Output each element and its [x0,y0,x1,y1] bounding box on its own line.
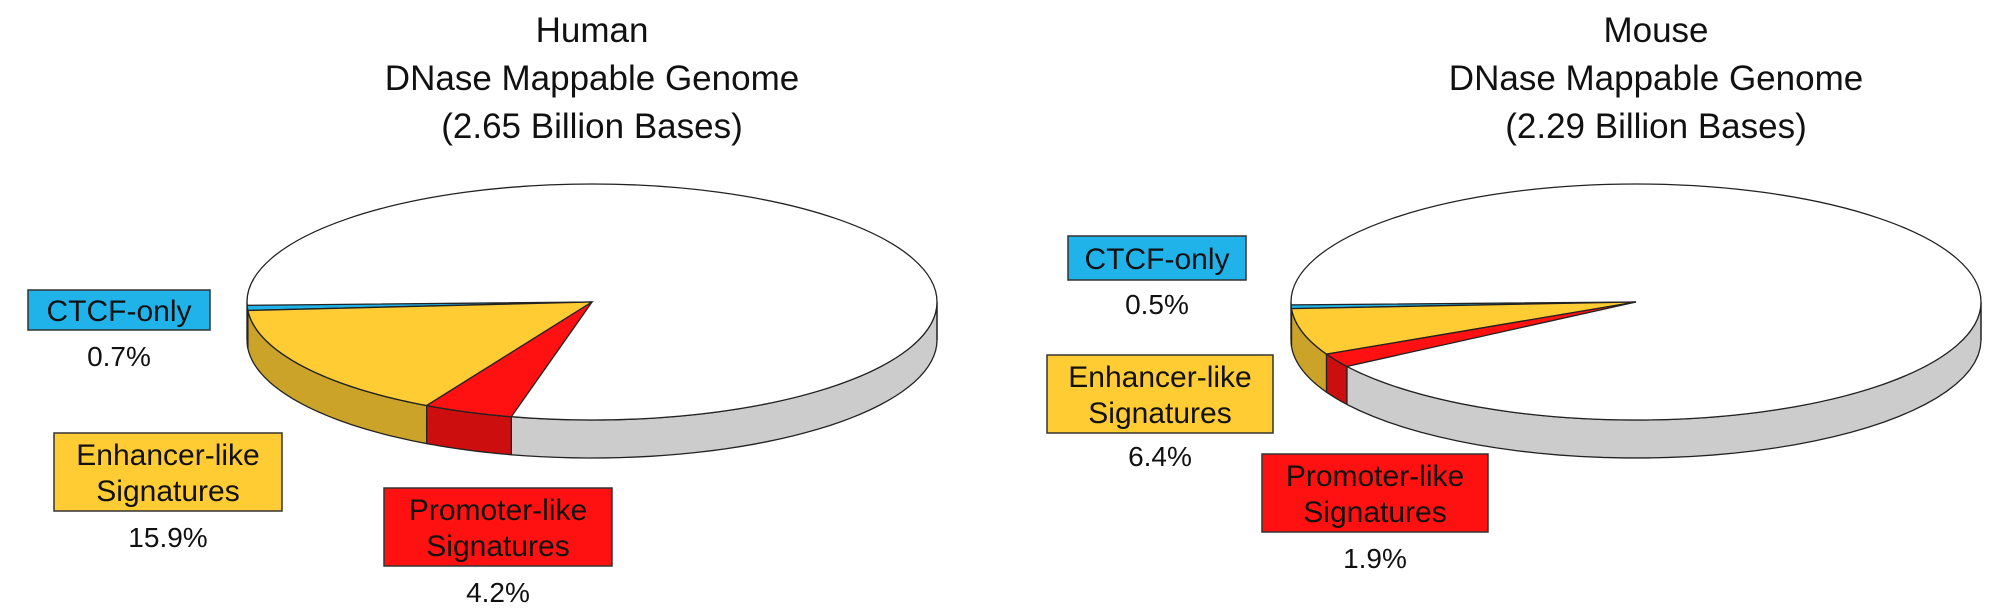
slice-label: Enhancer-like Signatures [1068,361,1251,430]
slice-label: Promoter-like Signatures [1286,460,1464,529]
slice-label-line: Signatures [1303,496,1446,529]
slice-label: Enhancer-like Signatures [76,439,259,508]
slice-value-label: 1.9% [1343,543,1407,574]
slice-value-label: 4.2% [466,577,530,608]
chart-title-line: DNase Mappable Genome [1449,59,1863,98]
slice-label-box [53,432,283,512]
slice-value-label: 15.9% [128,522,207,553]
slice-value-label: 6.4% [1128,441,1192,472]
slice-label-line: Signatures [1088,397,1231,430]
slice-label-box [27,289,211,331]
slice-label-line: CTCF-only [1084,243,1229,276]
chart-title: Mouse DNase Mappable Genome (2.29 Billion … [1449,11,1863,146]
pie-slice-enhancer-like-signatures [1290,301,1637,355]
chart-title-line: (2.65 Billion Bases) [441,107,743,146]
slice-label-line: Enhancer-like [76,439,259,472]
slice-value-label: 0.7% [87,341,151,372]
slice-label-box [1046,354,1274,434]
chart-title: Human DNase Mappable Genome (2.65 Billion … [385,11,799,146]
chart-title-line: (2.29 Billion Bases) [1505,107,1807,146]
pie-slice-promoter-like-signatures [424,301,593,418]
chart-title-line: DNase Mappable Genome [385,59,799,98]
slice-label: Promoter-like Signatures [409,494,587,563]
slice-label-line: CTCF-only [46,295,191,328]
slice-label: CTCF-only [1084,243,1229,276]
slice-label-line: Enhancer-like [1068,361,1251,394]
slice-label-line: Signatures [96,475,239,508]
chart-title-line: Mouse [1603,11,1708,50]
pie-chart-1: Human DNase Mappable Genome (2.65 Billion … [27,11,938,608]
slice-label-line: Promoter-like [409,494,587,527]
pie-slice-enhancer-like-signatures [247,301,595,407]
slice-label-line: Signatures [426,530,569,563]
chart-title-line: Human [536,11,649,50]
pie-slice-promoter-like-signatures [1324,301,1637,368]
pie-chart-2: Mouse DNase Mappable Genome (2.29 Billion … [1046,11,1982,574]
slice-label-line: Promoter-like [1286,460,1464,493]
slice-label-box [1067,235,1247,281]
slice-label: CTCF-only [46,295,191,328]
slice-label-box [1261,453,1489,533]
slice-label-box [383,487,613,567]
slice-value-label: 0.5% [1125,289,1189,320]
